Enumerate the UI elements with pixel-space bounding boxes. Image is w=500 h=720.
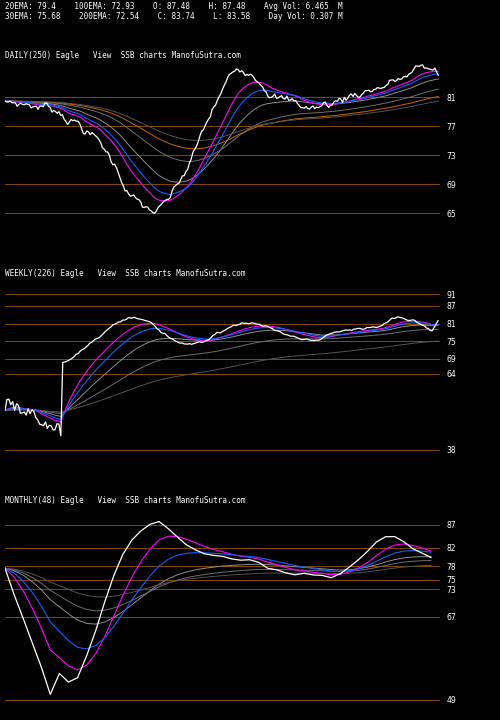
- Text: DAILY(250) Eagle   View  SSB charts ManofuSutra.com: DAILY(250) Eagle View SSB charts ManofuS…: [5, 51, 241, 60]
- Text: WEEKLY(226) Eagle   View  SSB charts ManofuSutra.com: WEEKLY(226) Eagle View SSB charts Manofu…: [5, 269, 246, 279]
- Text: MONTHLY(48) Eagle   View  SSB charts ManofuSutra.com: MONTHLY(48) Eagle View SSB charts Manofu…: [5, 496, 246, 505]
- Text: 20EMA: 79.4    100EMA: 72.93    O: 87.48    H: 87.48    Avg Vol: 6.465  M
30EMA:: 20EMA: 79.4 100EMA: 72.93 O: 87.48 H: 87…: [5, 2, 342, 22]
